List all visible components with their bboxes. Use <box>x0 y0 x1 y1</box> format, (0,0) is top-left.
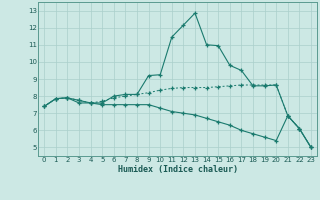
X-axis label: Humidex (Indice chaleur): Humidex (Indice chaleur) <box>118 165 238 174</box>
